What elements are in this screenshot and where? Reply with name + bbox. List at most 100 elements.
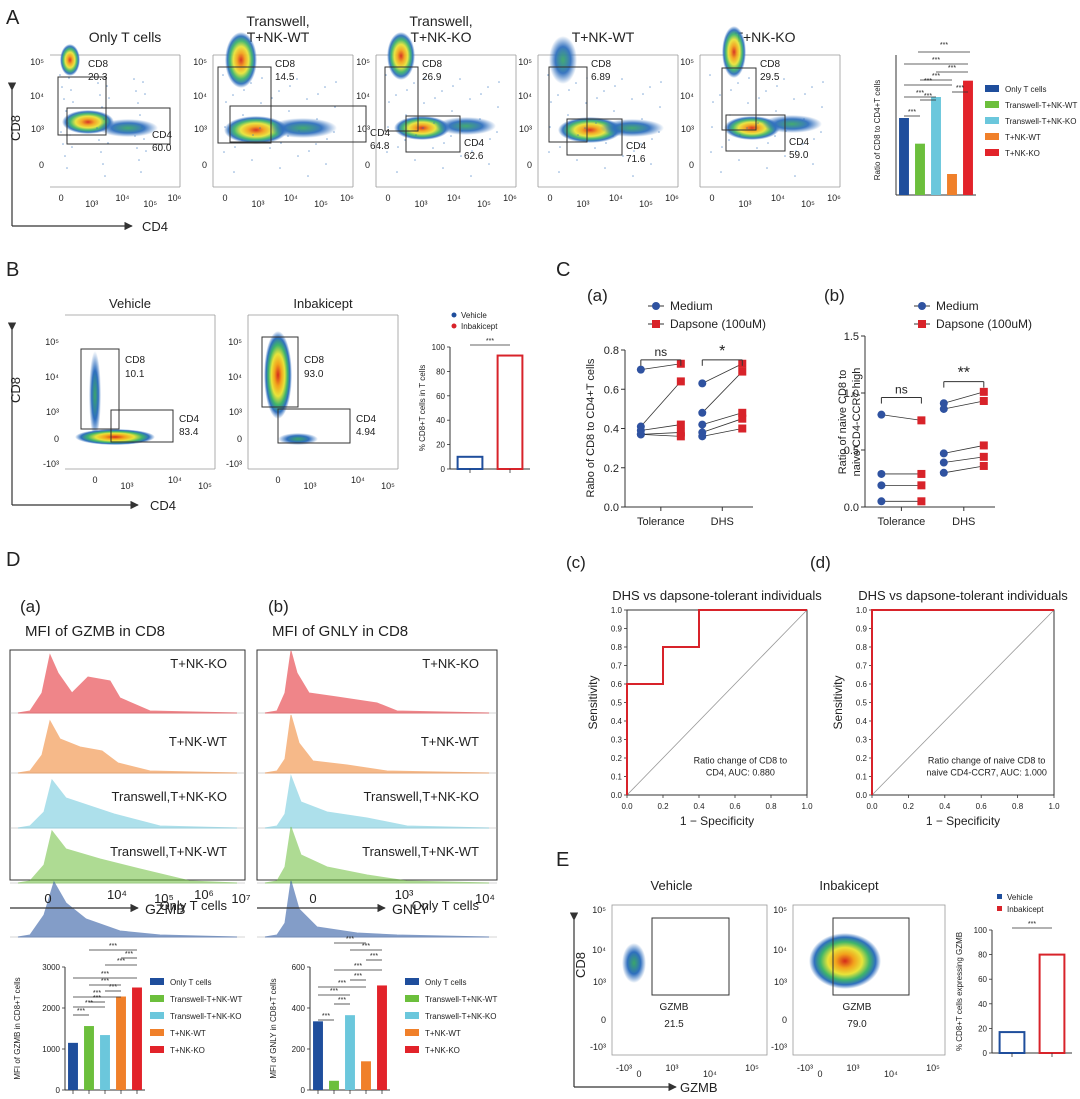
scatter-point-medium: [877, 497, 886, 506]
flow-a-event: [794, 175, 796, 177]
flow-a-gate-cd8-label: CD8: [760, 59, 780, 70]
flow-a-event: [478, 143, 480, 145]
sig-label: ***: [322, 1013, 330, 1020]
sig-label: ns: [895, 383, 908, 397]
bar-ytick-label: 0: [56, 1086, 61, 1095]
hist-xtick: 10⁵: [154, 891, 174, 906]
flow-a-event: [134, 135, 136, 137]
flow-a-xtick: 10⁶: [503, 193, 517, 203]
bar-ytick-label: 0: [983, 1049, 988, 1058]
flow-a-event: [288, 110, 290, 112]
flow-e-xtick: 10⁵: [926, 1063, 940, 1073]
flow-a-event: [632, 175, 634, 177]
flow-a-event: [756, 147, 758, 149]
flow-e-xtick: 10⁵: [745, 1063, 759, 1073]
flow-a-density-2-1: [394, 116, 450, 140]
hist-b-title: MFI of GNLY in CD8: [272, 623, 408, 640]
flow-a-xtick: 10⁶: [827, 193, 841, 203]
flow-a-event: [413, 82, 415, 84]
scatter-point-dapsone: [979, 452, 988, 461]
bar-ytick-label: 0: [301, 1086, 306, 1095]
flow-a-density-0-0: [60, 44, 80, 76]
legend-swatch: [985, 149, 999, 156]
flow-a-event: [739, 134, 741, 136]
flow-a-event: [595, 122, 597, 124]
flow-b-xtick: 10³: [120, 481, 133, 491]
flow-a-event: [567, 114, 569, 116]
flow-a-cd4-value: 71.6: [626, 154, 646, 165]
scatter-point-medium: [939, 468, 948, 477]
panel-letter-a: A: [6, 7, 20, 29]
sig-label: ***: [85, 1000, 93, 1007]
roc-ytick-label: 0.8: [611, 643, 623, 652]
flow-a-event: [793, 98, 795, 100]
flow-e-xtick: 0: [817, 1069, 822, 1079]
roc-title: DHS vs dapsone-tolerant individuals: [858, 588, 1068, 603]
flow-a-event: [405, 114, 407, 116]
scatter-pair-line: [702, 363, 743, 384]
flow-a-event: [711, 126, 713, 128]
panel-letter-d-b: (b): [268, 597, 289, 616]
sig-label: ***: [93, 995, 101, 1002]
scatter-point-dapsone: [979, 461, 988, 470]
flow-a-event: [452, 85, 454, 87]
flow-a-event: [106, 85, 108, 87]
flow-a-event: [585, 102, 587, 104]
flow-a-title-0: Only T cells: [89, 29, 162, 45]
hist-curve-1: [17, 719, 238, 774]
legend-label: Transwell-T+NK-WT: [425, 995, 497, 1004]
scatter-xtick-label: Tolerance: [878, 516, 926, 528]
legend-swatch: [985, 85, 999, 92]
flow-a-event: [584, 127, 586, 129]
hist-label-0: T+NK-KO: [170, 656, 227, 671]
flow-a-event: [60, 131, 62, 133]
scatter-point-dapsone: [917, 469, 926, 478]
flow-a-event: [461, 130, 463, 132]
flow-a-event: [97, 82, 99, 84]
scatter-point-dapsone: [979, 441, 988, 450]
flow-a-event: [820, 131, 822, 133]
flow-a-event: [641, 118, 643, 120]
hist-curve-0: [17, 653, 238, 714]
flow-a-event: [596, 97, 598, 99]
flow-a-ytick: 10³: [519, 124, 532, 134]
flow-a-xtick: 10³: [85, 199, 98, 209]
flow-a-event: [487, 86, 489, 88]
flow-a-event: [223, 151, 225, 153]
flow-b-density-1-1: [278, 433, 318, 445]
flow-a-density-2-2: [436, 117, 496, 135]
bar-ytick-label: 40: [978, 1000, 987, 1009]
roc-xtick-label: 0.8: [765, 802, 777, 811]
flow-a-event: [387, 126, 389, 128]
sig-label: ns: [654, 345, 667, 359]
legend-label: Vehicle: [461, 311, 487, 320]
sig-label: ***: [924, 93, 932, 100]
roc-ytick-label: 0.3: [856, 736, 868, 745]
flow-b-gate-cd8: [261, 336, 299, 408]
sig-label-top: ***: [940, 42, 948, 49]
scatter-pair-line: [640, 424, 681, 431]
flow-a-xtick: 10³: [251, 199, 264, 209]
flow-a-event: [775, 110, 777, 112]
flow-e-xtick: 10³: [846, 1063, 859, 1073]
flow-a-event: [70, 89, 72, 91]
scatter-pair-line: [943, 400, 984, 410]
scatter-point-dapsone: [676, 377, 685, 386]
flow-b-ytick: 0: [54, 434, 59, 444]
hist-xtick: 0: [44, 891, 51, 906]
flow-a-event: [548, 151, 550, 153]
flow-e-ytick: -10³: [590, 1042, 606, 1052]
flow-a-density-3-0: [549, 36, 577, 84]
panel-letter-e: E: [556, 849, 569, 871]
flow-a-event: [100, 151, 102, 153]
hist-label-3: Transwell,T+NK-WT: [362, 844, 479, 859]
roc-ytick-label: 0.2: [856, 754, 868, 763]
flow-a-ytick: 0: [202, 160, 207, 170]
flow-a-event: [140, 171, 142, 173]
flow-a-ytick: 0: [689, 160, 694, 170]
roc-ytick-label: 0.6: [611, 680, 623, 689]
flow-b-gate-cd4: [277, 408, 351, 444]
flow-a-event: [101, 106, 103, 108]
legend-label: T+NK-WT: [1005, 133, 1041, 142]
sig-label: ***: [916, 90, 924, 97]
